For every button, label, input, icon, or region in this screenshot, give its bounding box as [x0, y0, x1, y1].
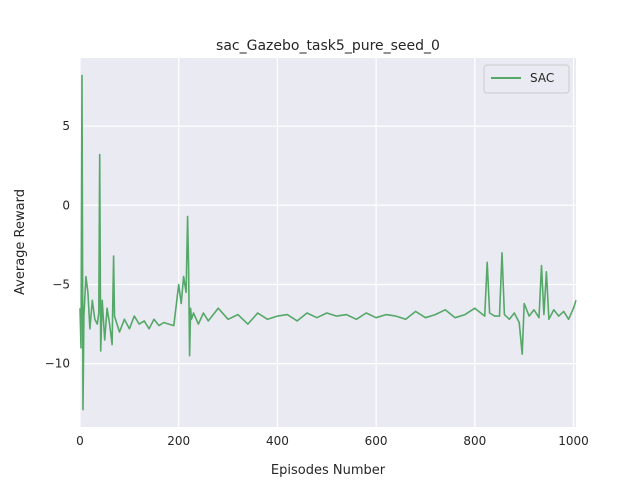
x-gridlines — [79, 58, 575, 427]
y-tick-labels: −10 −5 0 5 — [45, 119, 70, 371]
x-tick-label: 400 — [266, 434, 289, 448]
x-tick-labels: 0 200 400 600 800 1000 — [76, 434, 589, 448]
x-tick-label: 200 — [167, 434, 190, 448]
series-layer — [79, 74, 577, 411]
x-tick-label: 0 — [76, 434, 84, 448]
y-tick-label: 0 — [62, 198, 70, 212]
chart-title: sac_Gazebo_task5_pure_seed_0 — [216, 38, 440, 54]
x-tick-label: 800 — [463, 434, 486, 448]
x-tick-label: 1000 — [558, 434, 589, 448]
legend: SAC — [483, 64, 570, 94]
x-axis-title: Episodes Number — [271, 463, 386, 478]
y-tick-label: 5 — [62, 119, 70, 133]
y-tick-label: −5 — [52, 277, 70, 291]
x-tick-label: 600 — [365, 434, 388, 448]
legend-label-sac: SAC — [530, 71, 554, 85]
y-gridlines — [80, 125, 576, 365]
y-tick-label: −10 — [45, 357, 70, 371]
series-line-sac — [79, 74, 577, 411]
y-axis-title: Average Reward — [13, 189, 28, 295]
plot-background — [80, 58, 576, 427]
legend-box — [483, 64, 570, 94]
